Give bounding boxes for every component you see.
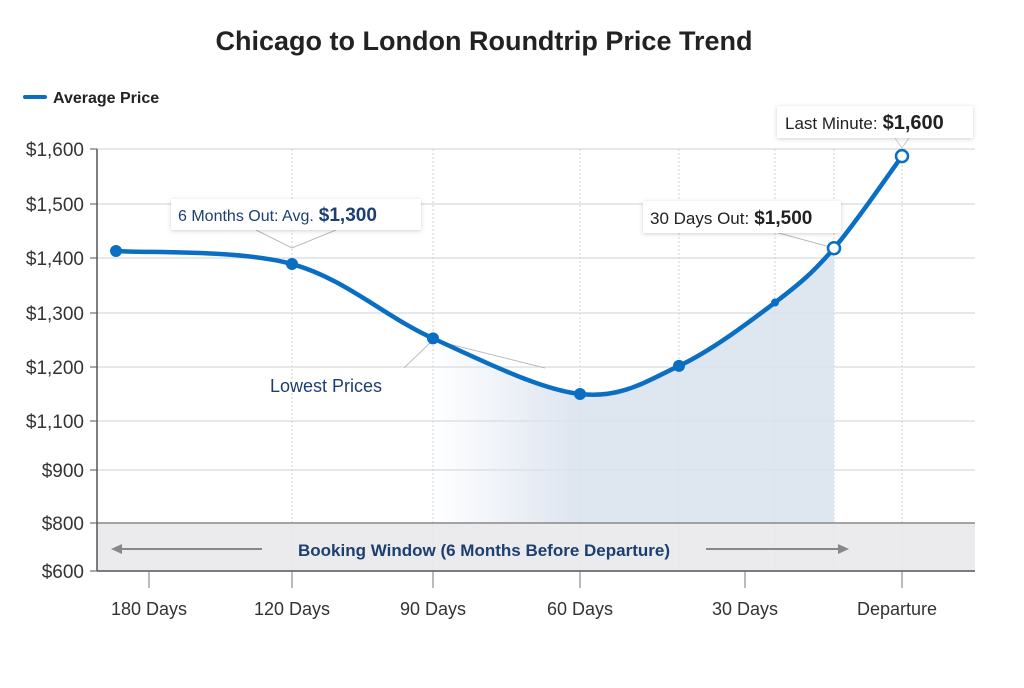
chart-title: Chicago to London Roundtrip Price Trend bbox=[216, 26, 753, 56]
data-point bbox=[574, 388, 586, 400]
y-tick-label: $800 bbox=[42, 514, 84, 535]
legend: Average Price bbox=[23, 90, 159, 107]
callout-prefix: 30 Days Out: bbox=[650, 209, 749, 228]
x-tick-label: 90 Days bbox=[400, 599, 466, 619]
booking-window-label: Booking Window (6 Months Before Departur… bbox=[298, 541, 670, 560]
callout-value: $1,300 bbox=[319, 205, 377, 226]
last-minute-callout: Last Minute: $1,600 bbox=[777, 106, 973, 138]
six-months-leader bbox=[255, 229, 337, 249]
x-tick-label: 60 Days bbox=[547, 599, 613, 619]
callout-value: $1,500 bbox=[754, 208, 812, 229]
x-tick-label: 30 Days bbox=[712, 599, 778, 619]
thirty-days-callout: 30 Days Out: $1,500 bbox=[643, 201, 841, 233]
callout-box bbox=[643, 201, 841, 233]
y-tick-label: $1,500 bbox=[26, 195, 84, 216]
callout-value: $1,600 bbox=[883, 112, 944, 134]
x-tick-label: 120 Days bbox=[254, 599, 330, 619]
booking-window-band bbox=[97, 523, 975, 571]
legend-label: Average Price bbox=[53, 90, 159, 107]
callout-text: Last Minute: $1,600 bbox=[785, 112, 944, 134]
data-point bbox=[673, 359, 685, 372]
data-point bbox=[110, 244, 122, 257]
callout-box bbox=[171, 199, 421, 230]
callout-box bbox=[777, 106, 973, 138]
last-minute-leader bbox=[894, 137, 910, 149]
callout-prefix: 6 Months Out: Avg. bbox=[178, 208, 314, 225]
arrow-left-head bbox=[111, 544, 122, 554]
callout-prefix: Last Minute: bbox=[785, 114, 878, 133]
y-tick-label: $1,600 bbox=[26, 140, 84, 161]
x-tick-label: Departure bbox=[857, 599, 937, 619]
data-point bbox=[826, 241, 842, 256]
arrow-right-head bbox=[838, 544, 849, 554]
thirty-days-leader bbox=[774, 231, 831, 248]
data-point bbox=[427, 332, 439, 345]
lowest-prices-label: Lowest Prices bbox=[270, 376, 382, 396]
booking-window-arrow: Booking Window (6 Months Before Departur… bbox=[111, 541, 849, 560]
callout-text: 6 Months Out: Avg. $1,300 bbox=[178, 205, 377, 226]
data-point bbox=[894, 148, 910, 164]
callout-text: 30 Days Out: $1,500 bbox=[650, 208, 812, 229]
y-tick-label: $1,400 bbox=[26, 249, 84, 270]
y-tick-label: $1,300 bbox=[26, 304, 84, 325]
y-tick-label: $1,100 bbox=[26, 412, 84, 433]
shaded-area bbox=[433, 248, 834, 523]
y-tick-label: $600 bbox=[42, 562, 84, 583]
y-tick-label: $1,200 bbox=[26, 358, 84, 379]
data-point bbox=[286, 258, 298, 271]
data-point bbox=[771, 298, 779, 307]
y-tick-label: $900 bbox=[42, 461, 84, 482]
six-months-callout: 6 Months Out: Avg. $1,300 bbox=[171, 199, 421, 230]
x-tick-label: 180 Days bbox=[111, 599, 187, 619]
